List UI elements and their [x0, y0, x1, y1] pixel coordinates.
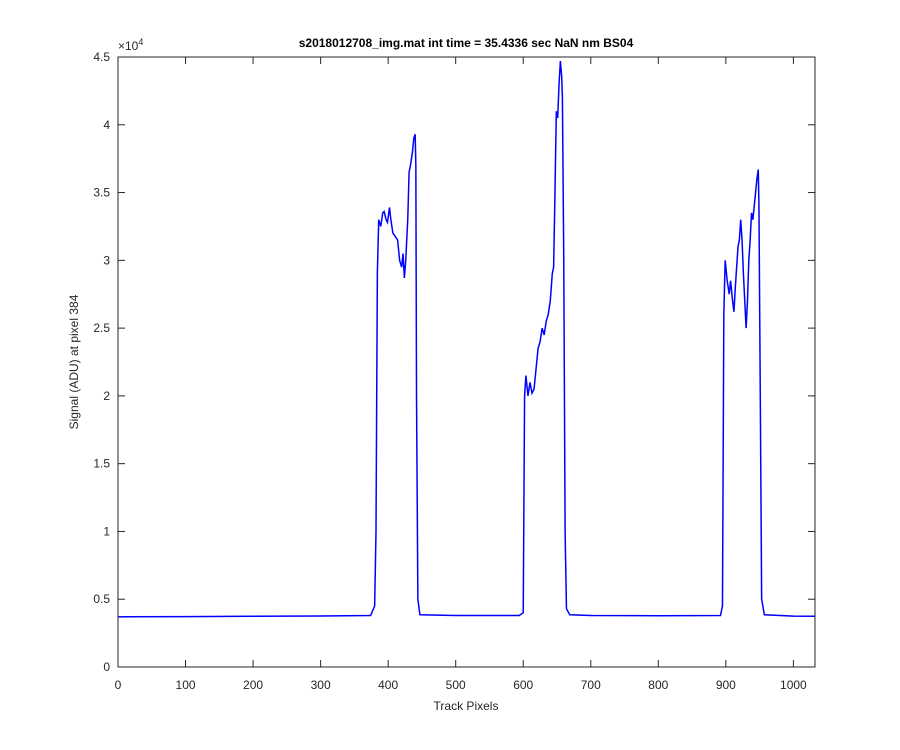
y-axis-label: Signal (ADU) at pixel 384	[67, 294, 81, 429]
x-tick-label: 200	[243, 678, 263, 692]
y-tick-label: 4.5	[93, 50, 110, 64]
plot-area: 0 100 200 300 400 500 600 700 800 900 1000 0 0.5 1 1.5…	[93, 50, 816, 692]
y-tick-label: 3	[103, 253, 110, 267]
data-line	[117, 61, 816, 618]
x-axis-label: Track Pixels	[434, 699, 499, 713]
x-tick-label: 800	[648, 678, 668, 692]
x-tick-label: 600	[513, 678, 533, 692]
axes-box	[117, 56, 816, 668]
y-tick-label: 4	[103, 118, 110, 132]
y-tick-label: 3.5	[93, 186, 110, 200]
y-tick-label: 1	[103, 524, 110, 538]
x-tick-label: 400	[378, 678, 398, 692]
x-tick-label: 1000	[780, 678, 807, 692]
y-multiplier-base: ×10	[118, 39, 139, 53]
y-tick-label: 1.5	[93, 457, 110, 471]
x-tick-label: 0	[115, 678, 122, 692]
x-tick-label: 700	[581, 678, 601, 692]
y-tick-label: 0	[103, 660, 110, 674]
x-tick-label: 300	[311, 678, 331, 692]
y-multiplier: ×104	[118, 37, 143, 53]
y-tick-label: 0.5	[93, 592, 110, 606]
x-tick-label: 500	[446, 678, 466, 692]
y-multiplier-exponent: 4	[138, 37, 143, 47]
y-tick-label: 2.5	[93, 321, 110, 335]
chart-title: s2018012708_img.mat int time = 35.4336 s…	[299, 36, 634, 50]
y-tick-label: 2	[103, 389, 110, 403]
x-tick-label: 900	[716, 678, 736, 692]
x-tick-label: 100	[176, 678, 196, 692]
